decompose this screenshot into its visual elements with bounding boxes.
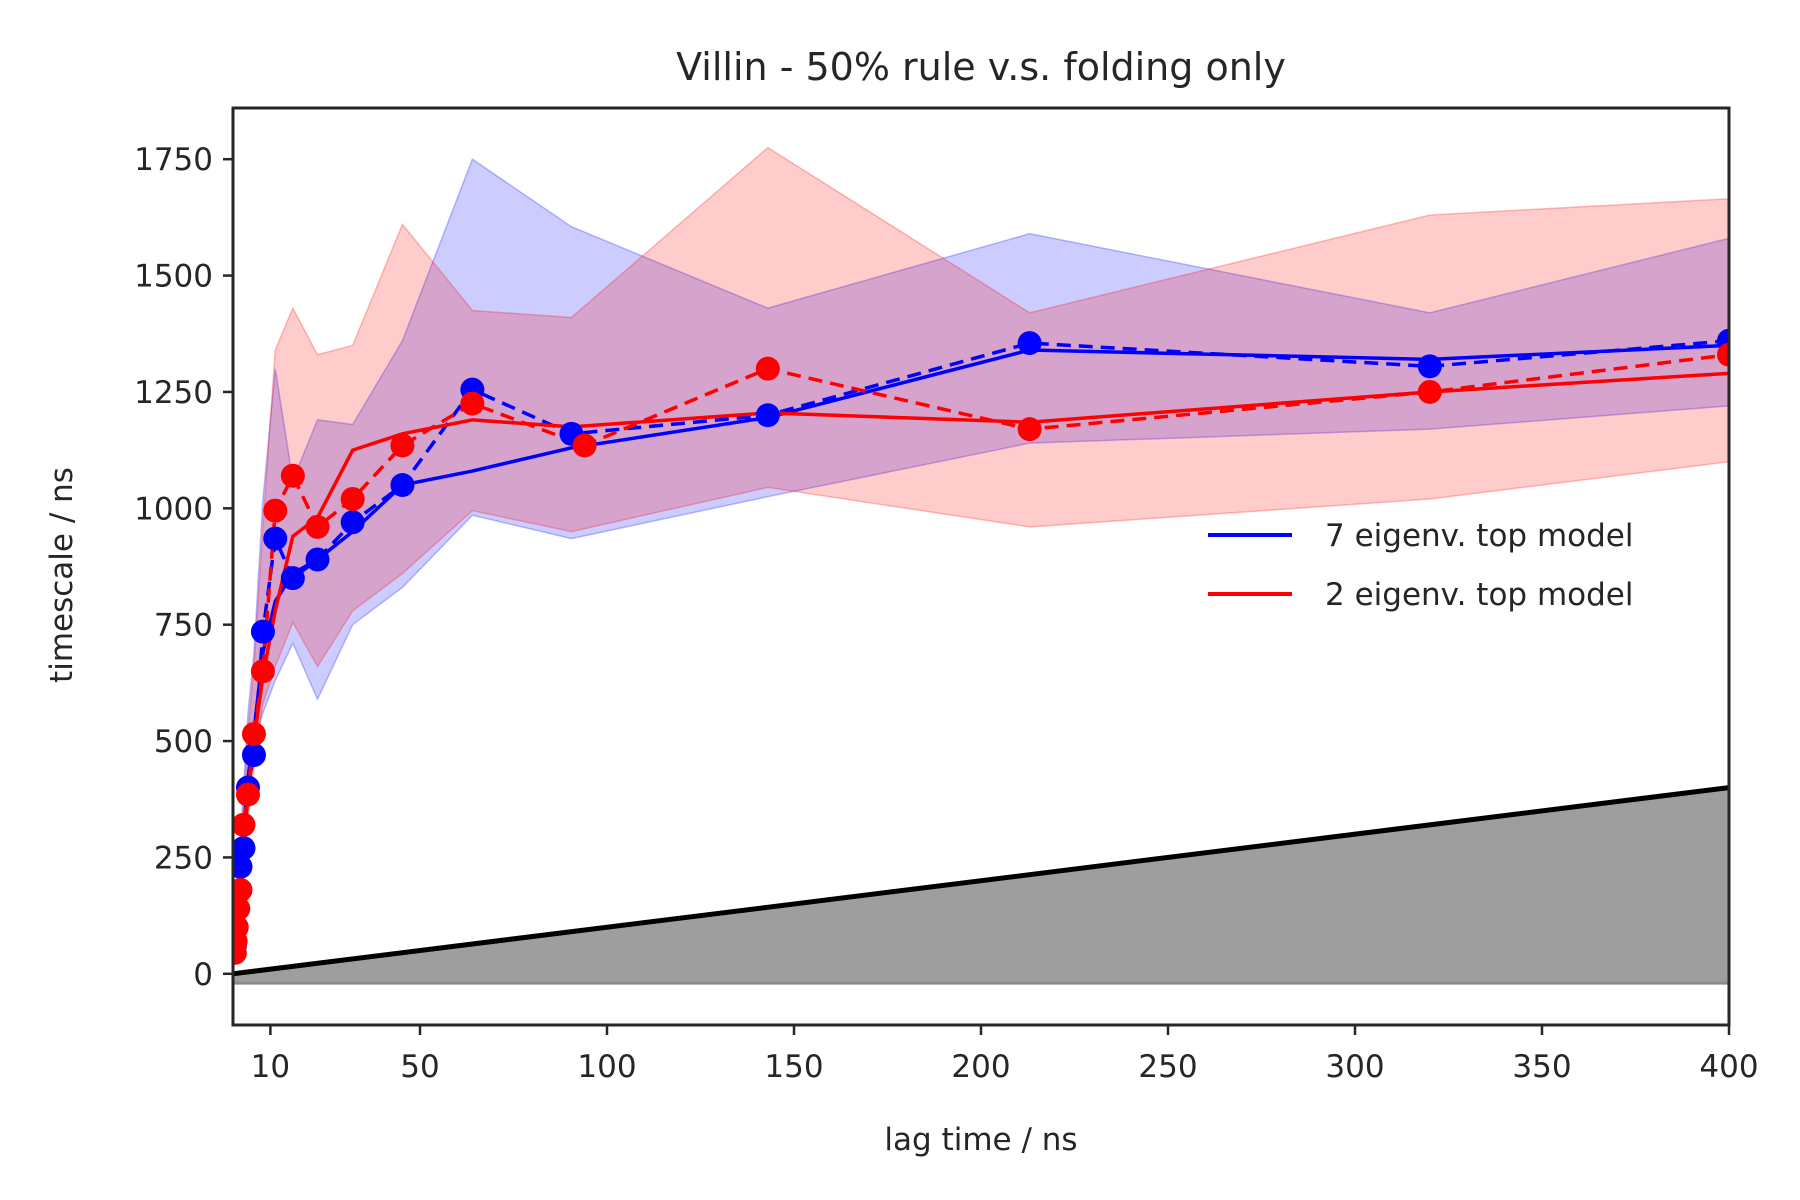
y-axis-title: timescale / ns: [44, 467, 80, 683]
x-tick-label: 10: [251, 1049, 290, 1085]
y-tick-label: 1500: [134, 259, 213, 295]
confidence-band-2: [234, 146, 1729, 960]
series-2-marker: [340, 487, 365, 512]
x-tick-label: 250: [1138, 1049, 1197, 1085]
legend-label-2-eigenv: 2 eigenv. top model: [1325, 577, 1634, 613]
y-tick-label: 1000: [134, 491, 213, 527]
series-1-marker: [233, 854, 253, 879]
series-1-marker: [233, 836, 256, 861]
series-2-marker: [460, 391, 485, 416]
series-1-marker: [1017, 331, 1042, 356]
series-1-marker: [755, 403, 780, 428]
series-2-marker: [233, 878, 253, 903]
series-2-marker: [1017, 417, 1042, 442]
chart-title: Villin - 50% rule v.s. folding only: [676, 45, 1286, 89]
y-tick-label: 750: [154, 608, 213, 644]
plot-content: [233, 146, 1729, 985]
series-2-marker: [755, 356, 780, 381]
reference-line: [233, 785, 1729, 977]
x-tick-label: 350: [1512, 1049, 1571, 1085]
series-2-marker: [1417, 379, 1442, 404]
series-2-marker: [280, 463, 305, 488]
series-1-marker: [390, 473, 415, 498]
x-axis-title: lag time / ns: [884, 1122, 1077, 1158]
x-tick-label: 300: [1325, 1049, 1384, 1085]
series-1-marker: [305, 547, 330, 572]
series-1-marker: [250, 619, 275, 644]
y-tick-label: 500: [154, 724, 213, 760]
series-2-marker: [233, 896, 251, 921]
y-tick-label: 0: [193, 957, 213, 993]
series-2-marker: [233, 812, 256, 837]
series-2-marker: [263, 498, 288, 523]
x-tick-label: 150: [764, 1049, 823, 1085]
x-tick-label: 200: [951, 1049, 1010, 1085]
series-1-marker: [340, 510, 365, 535]
series-1-marker: [1417, 354, 1442, 379]
y-tick-label: 250: [154, 840, 213, 876]
x-tick-label: 50: [400, 1049, 439, 1085]
plot-area: 10 50 100 150 200 250 300 350 400 0 250 500 750 1000 1…: [134, 106, 1759, 1085]
x-tick-label: 400: [1699, 1049, 1758, 1085]
series-2-marker: [235, 782, 260, 807]
series-2-marker: [241, 722, 266, 747]
legend: 7 eigenv. top model 2 eigenv. top model: [1208, 518, 1634, 613]
series-2-marker: [305, 514, 330, 539]
legend-label-7-eigenv: 7 eigenv. top model: [1325, 518, 1634, 554]
series-2-marker: [1717, 342, 1729, 367]
y-tick-label: 1750: [134, 142, 213, 178]
x-tick-label: 100: [577, 1049, 636, 1085]
series-2-marker: [572, 433, 597, 458]
series-2-marker: [233, 915, 249, 940]
series-solid-line-2: [233, 371, 1729, 951]
series-2-marker: [250, 659, 275, 684]
y-tick-label: 1250: [134, 375, 213, 411]
series-2-marker: [390, 433, 415, 458]
series-1-marker: [280, 566, 305, 591]
series-1-marker: [241, 743, 266, 768]
series-1-marker: [263, 526, 288, 551]
